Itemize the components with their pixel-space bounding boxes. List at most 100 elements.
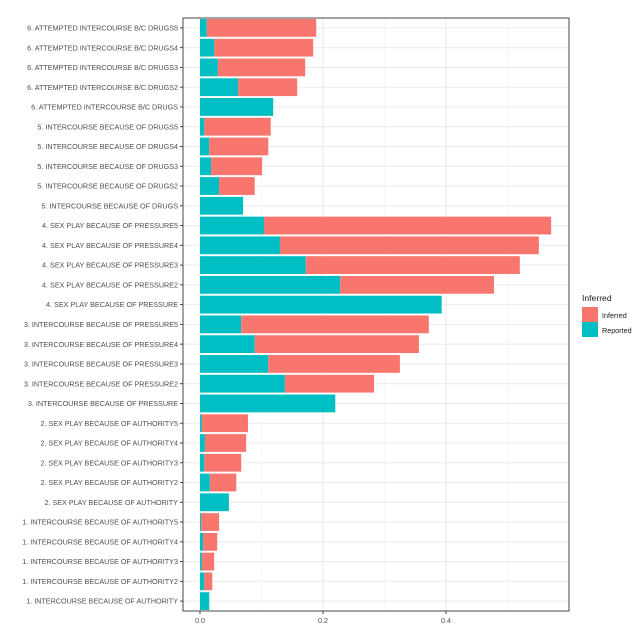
plot-border	[182, 17, 570, 612]
legend-label-reported: Reported	[602, 326, 632, 335]
bar-reported	[200, 38, 215, 57]
x-tick-label: 0.4	[441, 616, 451, 625]
bar-reported	[200, 275, 341, 294]
category-label: 2. SEX PLAY BECAUSE OF AUTHORITY	[44, 498, 178, 507]
bar-reported	[200, 196, 244, 215]
category-label: 2. SEX PLAY BECAUSE OF AUTHORITY2	[40, 478, 178, 487]
bar-reported	[200, 394, 336, 413]
category-label: 3. INTERCOURSE BECAUSE OF PRESSURE4	[24, 340, 178, 349]
x-tick-label: 0.0	[195, 616, 205, 625]
legend-swatch-inferred	[582, 307, 598, 322]
bar-inferred	[217, 58, 306, 77]
category-label: 3. INTERCOURSE BECAUSE OF PRESSURE3	[24, 360, 178, 369]
category-label: 4. SEX PLAY BECAUSE OF PRESSURE4	[42, 241, 178, 250]
legend-label-inferred: Inferred	[602, 311, 627, 320]
bar-inferred	[254, 335, 419, 354]
legend: Inferred Inferred Reported	[582, 293, 632, 337]
category-label: 1. INTERCOURSE BECAUSE OF AUTHORITY4	[22, 537, 178, 546]
bar-inferred	[279, 236, 539, 255]
x-axis: 0.0 0.2 0.4	[195, 611, 451, 625]
bar-inferred	[241, 315, 429, 334]
category-label: 5. INTERCOURSE BECAUSE OF DRUGS	[41, 201, 178, 210]
bar-reported	[200, 98, 274, 116]
bar-reported	[200, 335, 255, 354]
bar-inferred	[305, 256, 520, 274]
category-label: 4. SEX PLAY BECAUSE OF PRESSURE3	[42, 261, 178, 270]
bar-reported	[200, 374, 285, 393]
category-label: 1. INTERCOURSE BECAUSE OF AUTHORITY2	[22, 577, 178, 586]
category-label: 6. ATTEMPTED INTERCOURSE B/C DRUGS	[31, 103, 178, 112]
bar-inferred	[204, 434, 247, 452]
category-label: 1. INTERCOURSE BECAUSE OF AUTHORITY3	[22, 557, 178, 566]
category-label: 3. INTERCOURSE BECAUSE OF PRESSURE5	[24, 320, 178, 329]
x-tick-label: 0.2	[318, 616, 328, 625]
bar-inferred	[203, 532, 218, 551]
bar-inferred	[211, 157, 263, 176]
bar-inferred	[201, 552, 215, 571]
bar-reported	[200, 256, 306, 274]
category-label: 6. ATTEMPTED INTERCOURSE B/C DRUGS5	[27, 23, 178, 32]
bars	[200, 18, 552, 611]
bar-reported	[200, 552, 202, 571]
bar-reported	[200, 58, 218, 77]
category-label: 2. SEX PLAY BECAUSE OF AUTHORITY4	[40, 439, 178, 448]
bar-reported	[200, 355, 269, 373]
bar-reported	[200, 414, 202, 433]
legend-title: Inferred	[582, 293, 612, 303]
bar-reported	[200, 315, 242, 334]
bar-reported	[200, 434, 205, 452]
bar-reported	[200, 18, 207, 37]
bar-reported	[200, 592, 210, 611]
grid-minor	[261, 18, 508, 611]
bar-inferred	[201, 513, 220, 531]
bar-inferred	[340, 275, 494, 294]
plot-panel	[183, 18, 569, 611]
bar-reported	[200, 177, 220, 195]
category-label: 6. ATTEMPTED INTERCOURSE B/C DRUGS4	[27, 43, 178, 52]
bar-reported	[200, 78, 239, 97]
bar-inferred	[204, 453, 242, 472]
bar-reported	[200, 572, 205, 591]
category-label: 5. INTERCOURSE BECAUSE OF DRUGS4	[37, 142, 178, 151]
bar-reported	[200, 295, 442, 314]
legend-swatch-reported	[582, 322, 598, 337]
category-label: 3. INTERCOURSE BECAUSE OF PRESSURE2	[24, 379, 178, 388]
bar-inferred	[219, 177, 255, 195]
bar-inferred	[209, 137, 269, 156]
bar-reported	[200, 513, 202, 531]
bar-reported	[200, 453, 205, 472]
bar-inferred	[238, 78, 298, 97]
bar-inferred	[214, 38, 314, 57]
y-axis: 6. ATTEMPTED INTERCOURSE B/C DRUGS5 6. AT…	[22, 23, 183, 606]
bar-reported	[200, 157, 212, 176]
category-label: 4. SEX PLAY BECAUSE OF PRESSURE2	[42, 280, 178, 289]
category-label: 2. SEX PLAY BECAUSE OF AUTHORITY5	[40, 419, 178, 428]
bar-inferred	[209, 473, 237, 492]
bar-inferred	[263, 216, 552, 235]
category-label: 4. SEX PLAY BECAUSE OF PRESSURE5	[42, 221, 178, 230]
category-label: 5. INTERCOURSE BECAUSE OF DRUGS5	[37, 122, 178, 131]
bar-reported	[200, 137, 210, 156]
category-label: 5. INTERCOURSE BECAUSE OF DRUGS3	[37, 162, 178, 171]
bar-reported	[200, 236, 280, 255]
bar-reported	[200, 493, 229, 512]
bar-reported	[200, 532, 204, 551]
bar-reported	[200, 117, 205, 136]
category-label: 6. ATTEMPTED INTERCOURSE B/C DRUGS3	[27, 63, 178, 72]
category-label: 1. INTERCOURSE BECAUSE OF AUTHORITY	[26, 597, 178, 606]
category-label: 4. SEX PLAY BECAUSE OF PRESSURE	[46, 300, 178, 309]
bar-inferred	[268, 355, 400, 373]
bar-inferred	[201, 414, 248, 433]
bar-reported	[200, 216, 264, 235]
bar-inferred	[284, 374, 375, 393]
bar-inferred	[206, 18, 317, 37]
category-label: 5. INTERCOURSE BECAUSE OF DRUGS2	[37, 182, 178, 191]
bar-inferred	[204, 117, 271, 136]
bar-reported	[200, 473, 210, 492]
bar-inferred	[204, 572, 213, 591]
category-label: 2. SEX PLAY BECAUSE OF AUTHORITY3	[40, 458, 178, 467]
category-label: 6. ATTEMPTED INTERCOURSE B/C DRUGS2	[27, 83, 178, 92]
category-label: 3. INTERCOURSE BECAUSE OF PRESSURE	[28, 399, 178, 408]
category-label: 1. INTERCOURSE BECAUSE OF AUTHORITY5	[22, 518, 178, 527]
